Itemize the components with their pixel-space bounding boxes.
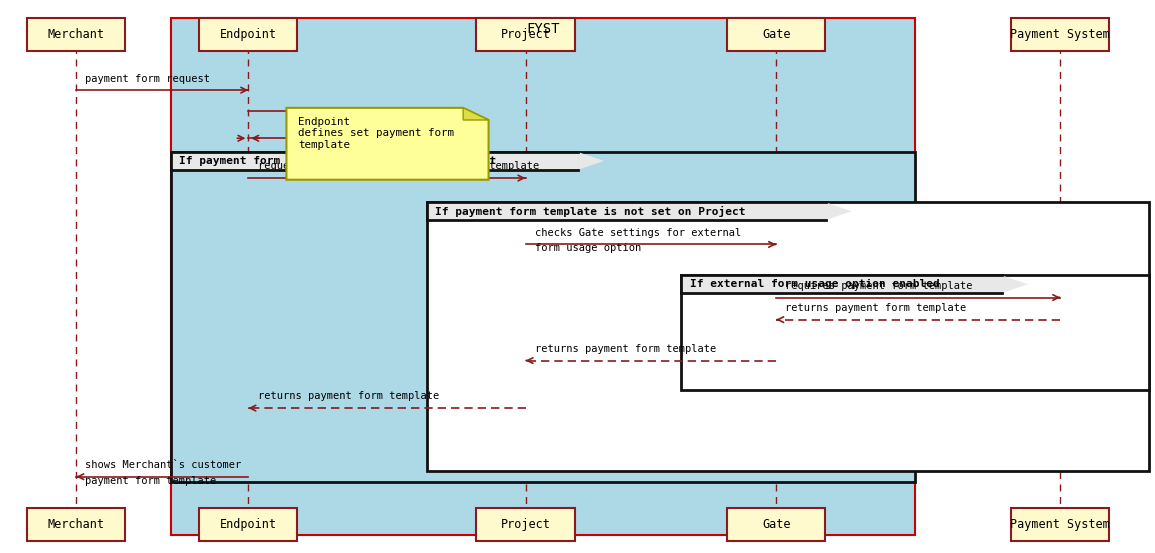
Bar: [681, 275, 1001, 293]
Text: Merchant: Merchant: [47, 28, 105, 41]
Text: payment form request: payment form request: [85, 74, 210, 84]
Text: checks Gate settings for external: checks Gate settings for external: [535, 228, 742, 238]
Bar: [681, 275, 1149, 390]
Text: Endpoint: Endpoint: [219, 518, 277, 531]
Bar: [199, 508, 298, 541]
Text: returns payment form template: returns payment form template: [535, 344, 716, 354]
Bar: [427, 202, 826, 220]
Bar: [477, 508, 575, 541]
Text: payment form template: payment form template: [85, 476, 217, 486]
Bar: [199, 18, 298, 51]
Polygon shape: [463, 108, 489, 120]
Text: request the project for payment form template: request the project for payment form tem…: [258, 161, 539, 171]
Bar: [1012, 508, 1109, 541]
Text: Payment System: Payment System: [1011, 518, 1110, 531]
Text: requires payment form template: requires payment form template: [785, 281, 973, 291]
Text: Endpoint: Endpoint: [219, 28, 277, 41]
Bar: [171, 152, 578, 170]
Text: Project: Project: [500, 28, 551, 41]
Text: Project: Project: [500, 518, 551, 531]
Polygon shape: [826, 202, 851, 220]
Text: returns payment form template: returns payment form template: [258, 392, 439, 401]
Text: Payment System: Payment System: [1011, 28, 1110, 41]
Bar: [477, 18, 575, 51]
Text: FYST: FYST: [526, 22, 560, 36]
Text: Gate: Gate: [762, 518, 790, 531]
Bar: [1012, 18, 1109, 51]
Text: If external form usage option enabled: If external form usage option enabled: [690, 279, 939, 289]
Bar: [427, 202, 1149, 471]
Text: Endpoint
defines set payment form
template: Endpoint defines set payment form templa…: [298, 117, 454, 150]
Polygon shape: [286, 108, 489, 180]
Text: If payment form template is not set on Project: If payment form template is not set on P…: [435, 206, 746, 217]
Polygon shape: [1001, 275, 1028, 293]
Bar: [28, 508, 126, 541]
Bar: [171, 152, 915, 482]
Polygon shape: [578, 152, 604, 170]
Text: returns payment form template: returns payment form template: [785, 303, 967, 313]
Bar: [728, 18, 825, 51]
Text: If payment form template is not set on endpoint: If payment form template is not set on e…: [179, 156, 497, 166]
Text: shows Merchant`s customer: shows Merchant`s customer: [85, 460, 241, 470]
Bar: [728, 508, 825, 541]
Text: Merchant: Merchant: [47, 518, 105, 531]
Text: Gate: Gate: [762, 28, 790, 41]
Text: form usage option: form usage option: [535, 243, 641, 253]
Bar: [28, 18, 126, 51]
Bar: [171, 18, 915, 535]
